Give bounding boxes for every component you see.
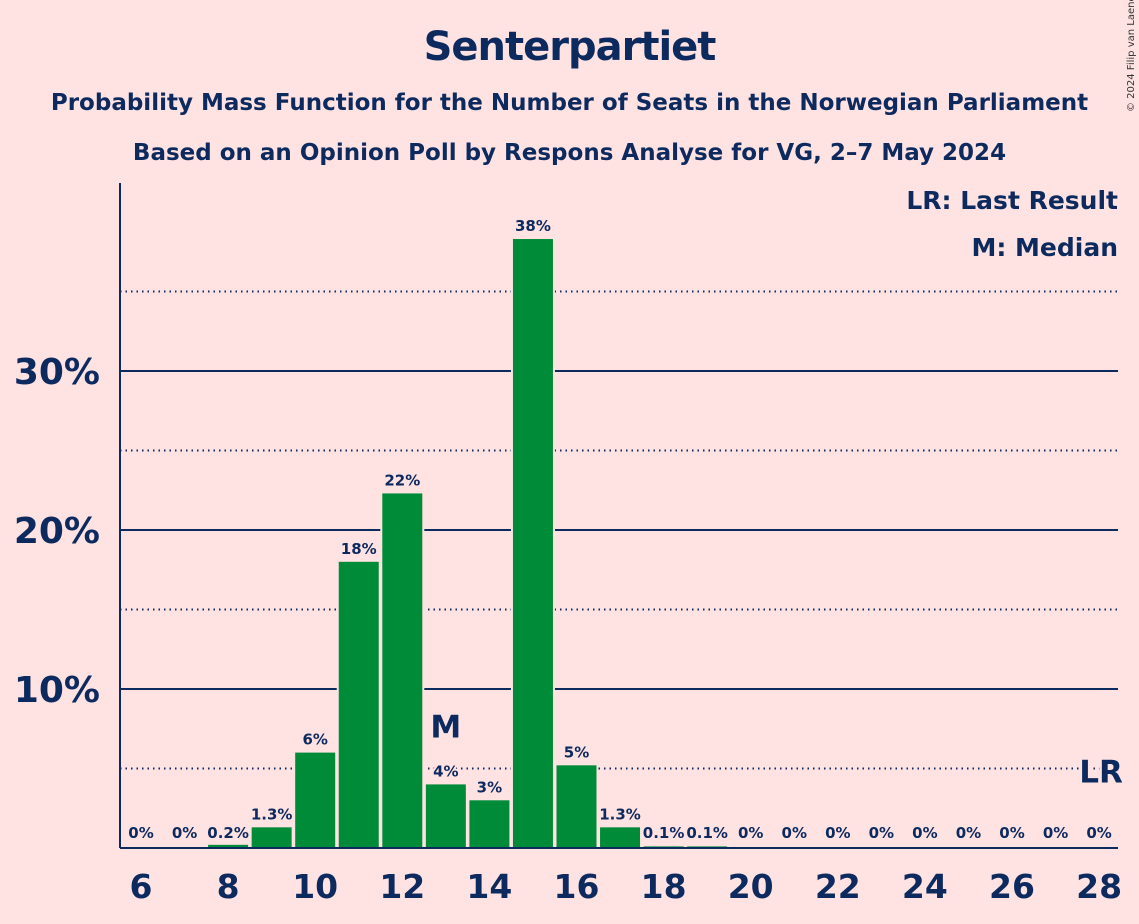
bar-value-label: 1.3% — [251, 805, 293, 823]
bar-outline — [685, 844, 730, 848]
bar-value-label: 0% — [1043, 824, 1068, 842]
bar-value-label: 3% — [477, 778, 502, 796]
bar — [338, 561, 379, 848]
bar-value-label: 0.2% — [207, 824, 249, 842]
bar — [251, 827, 292, 848]
bar-value-label: 0% — [956, 824, 981, 842]
bar-value-label: 0% — [912, 824, 937, 842]
bar — [512, 239, 553, 848]
bar-value-label: 0% — [999, 824, 1024, 842]
bar-value-label: 18% — [341, 540, 377, 558]
bar-value-label: 0% — [128, 824, 153, 842]
bar-value-label: 0% — [738, 824, 763, 842]
x-tick-label: 8 — [217, 867, 240, 906]
bar-value-label: 22% — [384, 471, 420, 489]
bar-outline — [641, 844, 686, 848]
bar — [556, 765, 597, 848]
bar-value-label: 5% — [564, 743, 589, 761]
x-tick-label: 28 — [1076, 867, 1122, 906]
bar-value-label: 0% — [172, 824, 197, 842]
chart-title: Senterpartiet — [423, 24, 717, 70]
x-tick-label: 14 — [466, 867, 512, 906]
x-tick-label: 22 — [815, 867, 861, 906]
bar-value-label: 0% — [782, 824, 807, 842]
bar — [208, 844, 249, 848]
bar-value-label: 38% — [515, 217, 551, 235]
legend-median: M: Median — [971, 233, 1118, 262]
x-tick-label: 12 — [379, 867, 425, 906]
bar-value-label: 0.1% — [643, 824, 685, 842]
bar — [295, 752, 336, 848]
bar-value-label: 4% — [433, 762, 458, 780]
x-tick-label: 18 — [641, 867, 687, 906]
bar — [600, 827, 641, 848]
bar-value-label: 0% — [1086, 824, 1111, 842]
bar — [469, 800, 510, 848]
x-tick-label: 16 — [554, 867, 600, 906]
x-tick-label: 20 — [728, 867, 774, 906]
bar-value-label: 6% — [302, 731, 327, 749]
bar-value-label: 0% — [825, 824, 850, 842]
legend-last-result: LR: Last Result — [906, 186, 1118, 215]
bar — [425, 784, 466, 848]
x-tick-label: 26 — [989, 867, 1035, 906]
x-tick-label: 10 — [292, 867, 338, 906]
chart-subtitle: Probability Mass Function for the Number… — [50, 90, 1089, 116]
last-result-marker: LR — [1079, 755, 1123, 791]
median-marker: M — [430, 709, 461, 745]
y-tick-label: 30% — [14, 352, 100, 393]
y-tick-label: 10% — [14, 670, 100, 711]
x-tick-label: 6 — [130, 867, 153, 906]
bar-value-label: 0.1% — [686, 824, 728, 842]
bar-value-label: 1.3% — [599, 805, 641, 823]
chart-source-line: Based on an Opinion Poll by Respons Anal… — [132, 140, 1007, 166]
x-tick-label: 24 — [902, 867, 948, 906]
bar — [382, 493, 423, 848]
y-tick-label: 20% — [14, 511, 100, 552]
bar-value-label: 0% — [869, 824, 894, 842]
